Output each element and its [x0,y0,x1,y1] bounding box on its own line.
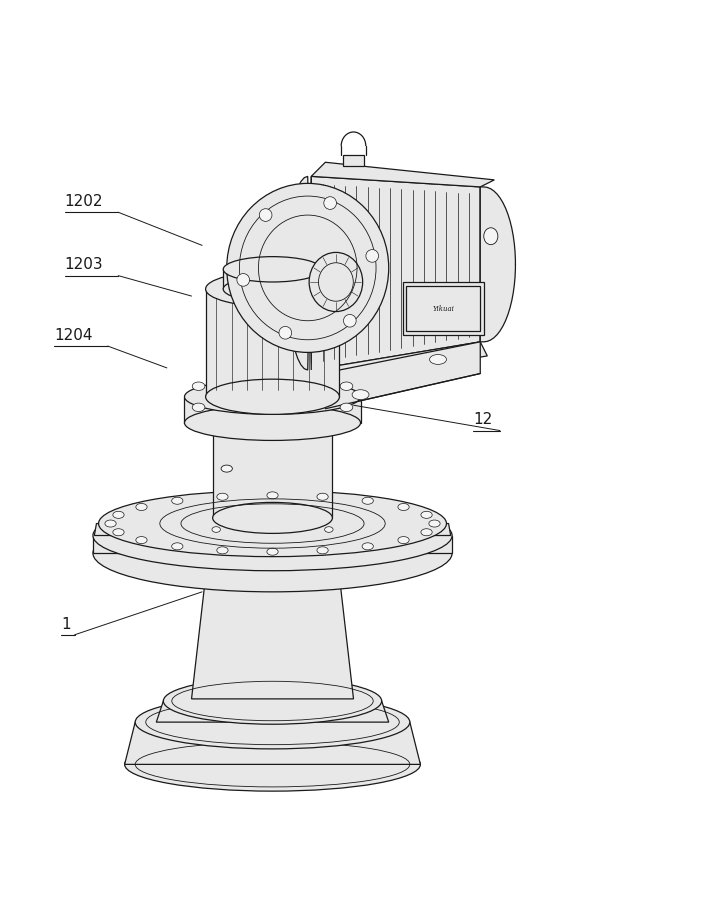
Polygon shape [192,546,354,699]
Polygon shape [311,342,487,385]
Text: 12: 12 [473,412,493,427]
Ellipse shape [93,515,452,592]
Ellipse shape [398,504,409,511]
Ellipse shape [206,272,339,307]
Polygon shape [311,163,494,188]
Ellipse shape [172,498,183,505]
Text: 1204: 1204 [54,328,93,342]
Ellipse shape [213,405,332,435]
Ellipse shape [430,355,446,365]
Ellipse shape [362,498,373,505]
Bar [403,283,484,335]
Ellipse shape [217,494,228,500]
Polygon shape [480,188,515,342]
Ellipse shape [325,527,333,533]
Polygon shape [286,177,311,370]
Ellipse shape [206,380,339,414]
Ellipse shape [340,383,353,391]
Polygon shape [311,177,480,370]
Polygon shape [156,702,389,722]
Ellipse shape [113,529,124,536]
Ellipse shape [98,491,446,557]
Polygon shape [480,188,515,342]
Ellipse shape [362,544,373,550]
Polygon shape [213,420,332,518]
Ellipse shape [366,250,378,263]
Ellipse shape [124,738,421,791]
Ellipse shape [324,198,337,210]
Ellipse shape [279,327,292,340]
Ellipse shape [237,275,250,287]
Ellipse shape [185,380,361,414]
Bar [343,156,364,167]
Text: 1203: 1203 [65,257,103,272]
Text: 1202: 1202 [65,194,103,209]
Ellipse shape [163,678,382,724]
Polygon shape [206,290,339,397]
Ellipse shape [209,531,336,562]
Ellipse shape [352,390,369,400]
Ellipse shape [223,277,322,303]
Ellipse shape [398,537,409,544]
Ellipse shape [344,315,356,328]
Ellipse shape [172,544,183,550]
Ellipse shape [223,257,322,283]
Ellipse shape [221,466,233,472]
Ellipse shape [340,404,353,412]
Ellipse shape [113,512,124,519]
Ellipse shape [217,547,228,554]
Ellipse shape [309,253,363,312]
Ellipse shape [421,529,432,536]
Polygon shape [223,270,322,290]
Ellipse shape [192,404,205,412]
Text: Yikuai: Yikuai [433,305,454,313]
Polygon shape [124,722,421,765]
Ellipse shape [484,228,498,246]
Ellipse shape [317,494,328,500]
Ellipse shape [105,520,116,527]
Text: 1: 1 [62,616,71,631]
Polygon shape [325,342,480,409]
Polygon shape [94,524,450,535]
Ellipse shape [93,501,452,571]
Ellipse shape [317,547,328,554]
Ellipse shape [212,527,221,533]
Ellipse shape [259,209,272,222]
Ellipse shape [185,405,361,441]
Bar [407,286,480,332]
Ellipse shape [267,549,278,555]
Ellipse shape [227,184,389,353]
Ellipse shape [267,492,278,499]
Ellipse shape [421,512,432,519]
Polygon shape [185,397,361,424]
Ellipse shape [429,520,440,527]
Ellipse shape [136,504,147,511]
Ellipse shape [213,503,332,534]
Ellipse shape [192,383,205,391]
Polygon shape [93,535,452,554]
Ellipse shape [135,695,410,749]
Ellipse shape [136,537,147,544]
